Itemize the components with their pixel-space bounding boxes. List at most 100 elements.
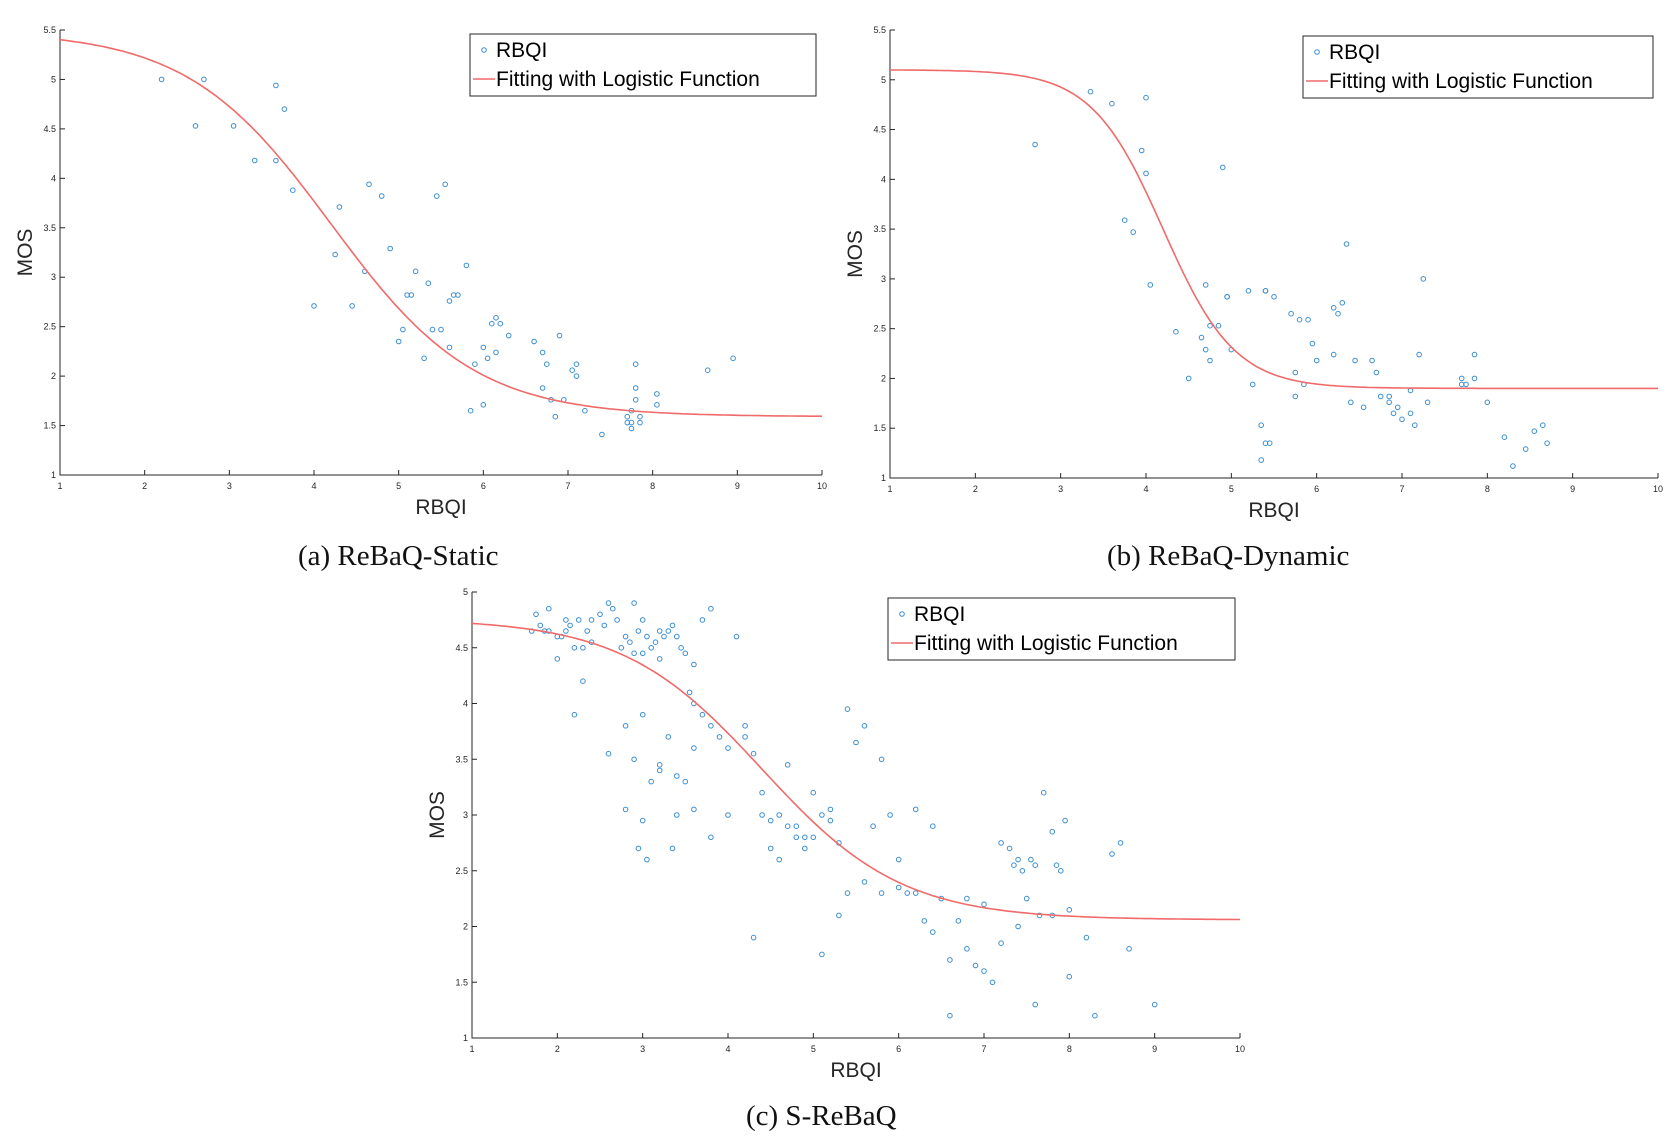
data-point [546, 628, 552, 634]
data-point [434, 193, 440, 199]
data-point [429, 326, 436, 333]
caption-rebaq-dynamic: (b) ReBaQ-Dynamic [1107, 540, 1350, 572]
y-tick-label: 5 [881, 75, 886, 85]
data-point [378, 193, 385, 199]
data-point [442, 181, 449, 188]
data-point [273, 157, 279, 164]
data-point [652, 639, 659, 646]
data-point [605, 600, 612, 606]
legend-box [469, 33, 817, 97]
data-point [1339, 300, 1346, 306]
data-point [580, 645, 586, 651]
data-point [750, 934, 757, 941]
data-point [635, 845, 642, 852]
y-tick-label: 1 [51, 470, 56, 480]
data-point [569, 367, 576, 374]
data-point [1348, 399, 1354, 406]
data-point [632, 397, 639, 403]
data-point [1531, 428, 1538, 435]
data-point [463, 262, 470, 269]
x-tick-label: 9 [1152, 1044, 1157, 1054]
data-point [539, 385, 546, 391]
data-point [1109, 100, 1115, 107]
data-point [631, 600, 637, 606]
data-point [563, 628, 569, 634]
logistic-fit-curve [471, 622, 1240, 921]
data-point [767, 845, 774, 852]
data-point [759, 789, 765, 796]
data-point [158, 76, 165, 83]
data-point [400, 326, 406, 333]
y-tick-label: 1 [463, 1033, 468, 1043]
data-point [567, 622, 573, 629]
data-point [1185, 375, 1192, 382]
data-point [631, 756, 637, 763]
data-point [686, 689, 693, 696]
data-point [1343, 241, 1350, 247]
data-point [725, 812, 731, 818]
data-point [1377, 393, 1384, 400]
data-point [1463, 381, 1469, 388]
data-point [395, 338, 402, 345]
data-point [1544, 440, 1550, 447]
legend-entry-fitting: Fitting with Logistic Function [1329, 70, 1593, 93]
data-point [1224, 294, 1230, 300]
data-point [708, 723, 714, 729]
data-point [1258, 457, 1265, 463]
data-point [552, 413, 559, 420]
data-point [467, 407, 474, 414]
data-point [632, 385, 639, 391]
data-point [656, 762, 663, 768]
data-point [1296, 316, 1303, 323]
x-tick-label: 9 [1570, 484, 1575, 494]
x-tick-label: 2 [973, 484, 978, 494]
data-point [836, 912, 842, 919]
legend-point-marker [1314, 49, 1320, 55]
data-point [844, 706, 851, 712]
y-tick-label: 1.5 [43, 421, 56, 431]
y-tick-label: 1.5 [873, 423, 886, 433]
x-tick-label: 3 [640, 1044, 645, 1054]
data-point [281, 106, 288, 112]
legend-point-marker [899, 611, 905, 617]
data-point [1143, 170, 1149, 177]
data-point [544, 361, 550, 368]
data-point [776, 812, 783, 818]
axes-frame [59, 30, 822, 476]
data-point [1023, 895, 1030, 902]
x-axis-label: RBQI [830, 1059, 881, 1082]
legend-entry-rbqi: RBQI [496, 39, 547, 62]
data-point [678, 645, 684, 651]
data-point [1015, 923, 1021, 930]
legend-entry-fitting: Fitting with Logistic Function [914, 632, 1178, 655]
data-point [1352, 357, 1358, 364]
data-point [412, 268, 419, 275]
data-point [673, 812, 680, 818]
data-point [1245, 288, 1252, 294]
data-point [1049, 828, 1056, 835]
y-tick-label: 2.5 [873, 324, 886, 334]
y-axis-label: MOS [426, 791, 449, 839]
data-point [438, 326, 444, 333]
x-tick-label: 2 [142, 481, 147, 491]
data-point [981, 901, 987, 908]
data-point [1313, 357, 1320, 364]
data-point [654, 402, 660, 408]
data-point [493, 349, 499, 356]
data-point [1092, 1012, 1098, 1019]
data-point [1036, 912, 1043, 919]
data-point [1173, 328, 1179, 335]
data-point [627, 639, 633, 646]
data-point [571, 645, 578, 651]
data-point [1305, 316, 1311, 323]
data-point [635, 628, 642, 634]
data-point [742, 723, 748, 729]
data-point [1006, 845, 1013, 852]
y-tick-label: 2.5 [455, 866, 468, 876]
data-point [493, 315, 499, 321]
data-point [1330, 351, 1337, 358]
data-point [827, 817, 834, 824]
y-tick-label: 4.5 [873, 125, 886, 135]
data-point [989, 979, 996, 986]
data-point [665, 734, 672, 740]
